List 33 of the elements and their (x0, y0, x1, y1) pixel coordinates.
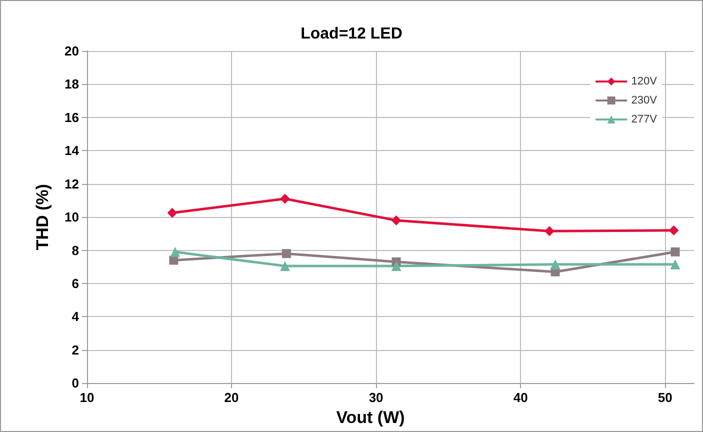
x-axis-title: Vout (W) (336, 408, 405, 427)
y-tick-label: 6 (72, 276, 79, 291)
point (544, 226, 554, 236)
point (280, 261, 290, 272)
y-tick-label: 14 (64, 143, 80, 158)
legend-label: 120V (631, 76, 658, 88)
y-axis-title: THD (%) (33, 184, 52, 250)
y-tick-label: 16 (64, 110, 79, 125)
point (170, 246, 180, 257)
point (550, 259, 560, 270)
point (670, 247, 680, 256)
point (391, 261, 402, 272)
point (167, 208, 178, 218)
point (670, 259, 680, 270)
point (668, 225, 679, 236)
y-tick-label: 20 (64, 44, 79, 58)
y-tick-label: 0 (72, 376, 79, 391)
chart-title: Load=12 LED (300, 26, 402, 42)
y-tick-label: 2 (72, 342, 79, 358)
legend-label: 277V (631, 114, 658, 126)
x-tick-label: 40 (513, 390, 528, 406)
point (391, 215, 402, 226)
point (282, 249, 291, 258)
point (280, 194, 290, 204)
x-tick-label: 20 (224, 390, 239, 406)
y-tick-label: 10 (64, 210, 79, 225)
legend-label: 230V (631, 94, 658, 106)
y-tick-label: 4 (72, 309, 80, 324)
y-tick-label: 18 (64, 76, 79, 92)
x-tick-label: 50 (658, 390, 672, 406)
y-tick-label: 8 (72, 242, 79, 258)
y-tick-label: 12 (64, 176, 79, 192)
x-tick-label: 30 (368, 390, 384, 406)
